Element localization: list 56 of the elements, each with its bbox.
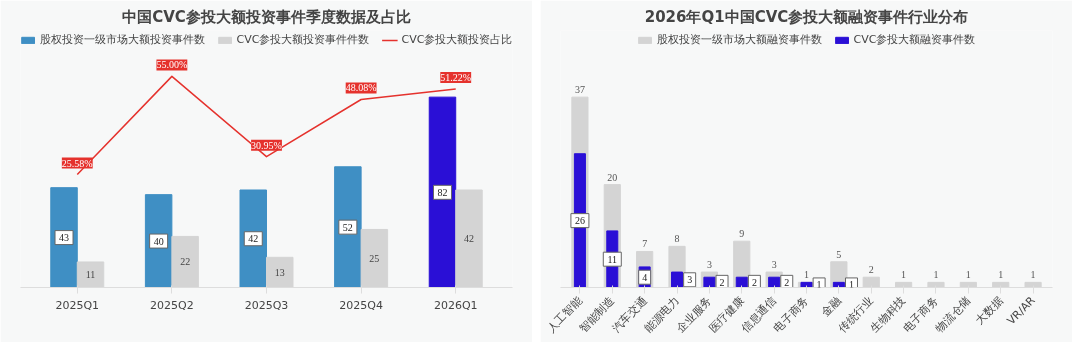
legend-label: 股权投资一级市场大额投资事件数	[39, 32, 205, 47]
x-tick-label: 2025Q2	[150, 298, 194, 312]
data-label: 1	[848, 279, 854, 291]
data-label: 30.95%	[251, 139, 282, 151]
data-label: 9	[739, 228, 745, 240]
data-label: 1	[998, 269, 1004, 281]
x-tick-label: 2025Q3	[244, 298, 289, 312]
data-label: 42	[463, 233, 474, 245]
x-tick-label: 2025Q4	[339, 298, 383, 312]
data-label: 11	[607, 253, 618, 265]
bar	[239, 189, 267, 288]
x-tick-label: 大数据	[973, 293, 1006, 327]
legend-label: CVC参投大额融资事件数	[853, 32, 976, 47]
data-label: 43	[59, 232, 70, 244]
data-label: 48.08%	[345, 82, 377, 94]
data-label: 1	[933, 269, 939, 281]
bar	[428, 96, 457, 288]
data-label: 2	[868, 264, 874, 276]
data-label: 37	[574, 84, 585, 96]
data-label: 1	[965, 269, 971, 281]
data-label: 22	[180, 256, 191, 268]
legend-label: CVC参投大额投资占比	[401, 32, 513, 47]
data-label: 2	[751, 276, 757, 288]
data-label: 1	[1030, 269, 1036, 281]
data-label: 3	[687, 274, 693, 286]
data-label: 42	[248, 233, 259, 245]
data-label: 2	[719, 276, 725, 288]
x-tick-label: 2026Q1	[433, 298, 478, 312]
data-label: 25	[369, 252, 380, 264]
data-label: 1	[901, 269, 907, 281]
legend-label: CVC参投大额投资事件件数	[236, 32, 370, 47]
data-label: 82	[437, 186, 448, 198]
data-label: 4	[642, 271, 648, 283]
data-label: 51.22%	[440, 72, 472, 84]
data-label: 25.58%	[61, 157, 93, 169]
data-label: 8	[674, 233, 680, 245]
chart-title: 2026年Q1中国CVC参投大额融资事件行业分布	[644, 7, 969, 26]
bar	[144, 194, 173, 288]
data-label: 55.00%	[156, 59, 188, 71]
data-label: 3	[706, 259, 712, 271]
data-label: 1	[804, 269, 809, 281]
data-label: 13	[274, 266, 285, 278]
data-label: 26	[574, 215, 585, 227]
chart-title: 中国CVC参投大额投资事件季度数据及占比	[122, 7, 411, 26]
data-label: 40	[153, 235, 164, 247]
data-label: 2	[784, 276, 790, 288]
data-label: 1	[816, 279, 822, 291]
data-label: 3	[771, 259, 777, 271]
data-label: 11	[85, 269, 96, 281]
data-label: 5	[836, 248, 842, 260]
legend-label: 股权投资一级市场大额融资事件数	[656, 32, 822, 47]
data-label: 7	[642, 238, 648, 250]
x-tick-label: 金融	[818, 293, 844, 319]
x-tick-label: 2025Q1	[55, 298, 100, 312]
data-label: 52	[342, 221, 353, 233]
data-label: 20	[607, 171, 618, 183]
